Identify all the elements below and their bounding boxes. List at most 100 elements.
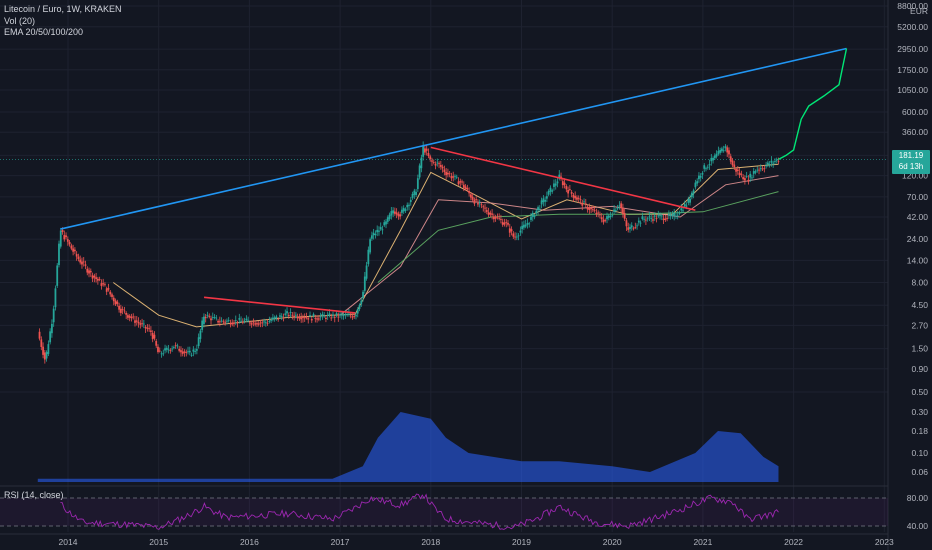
price-tick-label: 600.00 [902,107,928,117]
candle-body [139,323,142,325]
candle-body [413,190,416,195]
candle-body [491,213,493,215]
candle-body [690,192,693,198]
candle-body [192,349,195,352]
candle-body [201,320,204,330]
candle-body [523,224,525,228]
ema-indicator-label[interactable]: EMA 20/50/100/200 [4,27,84,37]
candle-body [759,168,762,170]
candle-body [485,210,488,212]
candle-body [330,317,333,319]
candle-body [215,317,218,319]
candle-body [733,164,736,168]
candle-body [73,249,76,252]
candle-body [296,316,299,319]
candle-body [549,187,552,192]
candle-body [567,189,570,194]
candle-body [257,323,260,325]
candle-body [270,320,273,321]
candle-body [337,316,340,318]
candle-body [708,164,711,166]
candle-body [227,320,230,322]
candle-body [606,216,608,220]
candle-body [537,207,539,211]
candle-body [358,305,361,310]
price-tick-label: 1.50 [911,344,928,354]
candle-body [160,353,163,355]
time-tick-label: 2017 [331,537,350,547]
candle-body [203,316,205,324]
candle-body [365,265,368,279]
candle-body [742,177,745,180]
candle-body [524,224,527,227]
candle-body [234,320,237,321]
candle-body [38,331,41,339]
chart-legend[interactable]: Litecoin / Euro, 1W, KRAKEN Vol (20) EMA… [4,4,122,39]
candle-body [404,209,407,211]
candle-body [533,216,536,218]
candle-body [517,235,520,237]
time-tick-label: 2020 [603,537,622,547]
candle-body [680,208,683,211]
candle-body [348,313,350,315]
candle-body [667,213,670,216]
candle-body [751,177,753,179]
candle-body [187,351,189,353]
time-axis[interactable]: 2014 2015 2016 2017 2018 2019 2020 2021 2022 2023 [59,537,894,547]
candle-body [142,323,145,325]
candle-body [121,309,124,310]
candle-body [540,200,543,205]
candle-body [530,216,532,220]
candle-body [114,300,117,305]
candle-body [438,163,440,165]
candle-body [392,210,394,214]
candle-body [683,204,686,207]
symbol-title[interactable]: Litecoin / Euro, 1W, KRAKEN [4,4,122,14]
candle-body [130,316,133,319]
candle-body [385,221,387,225]
candle-body [395,212,398,215]
candle-body [164,348,166,351]
time-tick-label: 2018 [421,537,440,547]
candle-body [743,178,746,181]
candle-body [489,212,492,215]
candle-body [321,313,324,316]
rsi-indicator-label[interactable]: RSI (14, close) [4,490,64,500]
candle-body [172,347,175,348]
candle-body [206,315,209,316]
candle-body [109,291,112,295]
candle-body [724,146,727,149]
candle-body [450,176,453,179]
candle-body [386,217,389,222]
candle-body [581,202,584,206]
candle-body [247,320,250,322]
candle-body [424,148,426,153]
candle-body [317,318,320,320]
candle-body [441,166,444,169]
candle-body [268,321,271,322]
price-tick-label: 0.90 [911,364,928,374]
candle-body [432,161,435,163]
candle-body [194,351,197,352]
candle-body [339,314,341,316]
candle-body [416,178,419,189]
candle-body [280,316,283,317]
time-tick-label: 2022 [784,537,803,547]
candle-body [167,349,170,351]
volume-indicator-label[interactable]: Vol (20) [4,15,36,26]
candle-body [644,219,647,221]
candle-body [132,316,135,318]
candle-body [531,212,534,217]
candle-body [51,323,53,334]
candle-body [507,222,509,225]
candle-body [422,145,425,157]
candle-body [710,157,713,162]
candle-body [473,199,476,204]
candle-body [349,315,352,317]
candle-body [464,186,467,189]
candle-body [252,321,255,323]
candle-body [128,315,131,318]
candle-body [291,314,294,316]
candle-body [217,320,219,323]
